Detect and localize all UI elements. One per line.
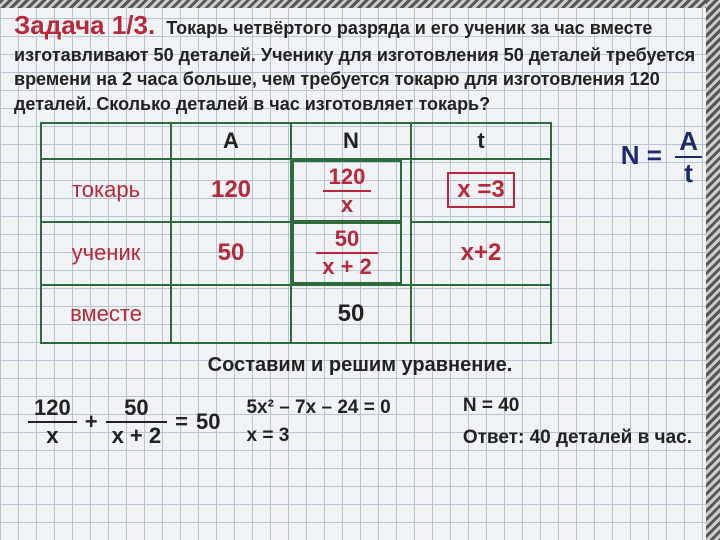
row-label: ученик: [41, 222, 171, 285]
answer-text: Ответ: 40 деталей в час.: [463, 427, 692, 449]
cell-N: 120 x: [292, 160, 402, 222]
solve-heading: Составим и решим уравнение.: [14, 354, 706, 377]
table-row: вместе 50: [41, 285, 551, 343]
quadratic-eq: 5x² – 7x – 24 = 0: [246, 397, 390, 419]
table-header-row: A N t: [41, 123, 551, 159]
n-result: N = 40: [463, 395, 692, 417]
cell-N: 50: [291, 285, 411, 343]
cell-t: x+2: [411, 222, 551, 285]
col-N: N: [291, 123, 411, 159]
cell-N: 50 x + 2: [292, 222, 402, 284]
problem-text: Задача 1/3. Токарь четвёртого разряда и …: [14, 8, 706, 116]
table-row: токарь 120 120 x x =3: [41, 159, 551, 222]
data-table: A N t токарь 120 120 x x =3: [40, 122, 552, 344]
table-row: ученик 50 50 x + 2 x+2: [41, 222, 551, 285]
task-title: Задача 1/3.: [14, 10, 155, 40]
col-blank: [41, 123, 171, 159]
root-value: x = 3: [246, 425, 390, 447]
cell-A: 50: [171, 222, 291, 285]
cell-A: [171, 285, 291, 343]
results: N = 40 Ответ: 40 деталей в час.: [463, 385, 706, 459]
cell-A: 120: [171, 159, 291, 222]
row-label: токарь: [41, 159, 171, 222]
derived-equations: 5x² – 7x – 24 = 0 x = 3: [246, 391, 390, 453]
col-t: t: [411, 123, 551, 159]
row-label: вместе: [41, 285, 171, 343]
main-equation: 120 x + 50 x + 2 = 50: [28, 397, 220, 447]
col-A: A: [171, 123, 291, 159]
cell-t: [411, 285, 551, 343]
cell-t: x =3: [411, 159, 551, 222]
